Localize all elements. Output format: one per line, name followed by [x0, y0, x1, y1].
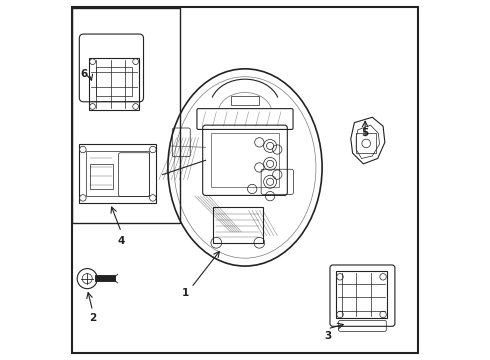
Circle shape	[149, 146, 156, 153]
Text: 6: 6	[81, 69, 88, 79]
Bar	[72, 8, 180, 223]
Circle shape	[133, 104, 139, 109]
Text: 3: 3	[324, 331, 331, 341]
Text: 4: 4	[118, 236, 125, 246]
Text: 5: 5	[362, 129, 369, 138]
Circle shape	[133, 59, 139, 64]
Circle shape	[80, 146, 86, 153]
Circle shape	[380, 311, 386, 318]
Circle shape	[80, 195, 86, 201]
Circle shape	[380, 274, 386, 280]
Text: 2: 2	[89, 313, 96, 323]
Circle shape	[149, 195, 156, 201]
Circle shape	[337, 311, 343, 318]
Circle shape	[90, 59, 96, 64]
Circle shape	[90, 104, 96, 109]
Circle shape	[337, 274, 343, 280]
Text: 1: 1	[182, 288, 190, 298]
